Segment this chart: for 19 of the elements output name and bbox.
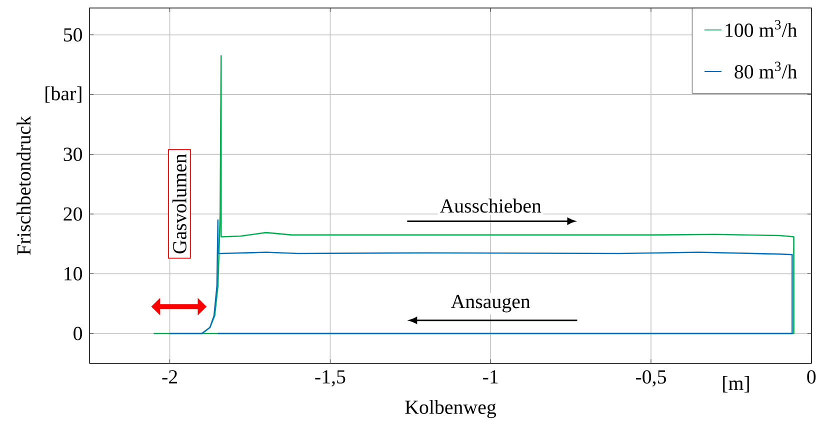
y-tick-label: 0: [74, 326, 82, 340]
annotation: Gasvolumen: [172, 154, 186, 254]
legend-label: 100 m$^{3}$/h: [726, 20, 797, 37]
annotation: Ansaugen: [450, 294, 530, 312]
y-tick-label: 50: [64, 28, 82, 42]
y-tick-label: 30: [64, 148, 82, 162]
y-tick-label: 10: [64, 267, 82, 280]
x-axis-title: Kolbenweg: [405, 400, 496, 418]
y-tick-label: [bar]: [46, 86, 82, 103]
x-tick-label: 0: [807, 370, 816, 384]
text: [m]: [723, 376, 749, 392]
annotation: Ausschieben: [440, 198, 542, 213]
x-tick-label: -2: [162, 370, 177, 384]
y-tick-label: 20: [64, 207, 82, 221]
x-tick-label: -1,5: [315, 370, 346, 386]
x-tick-label: -1: [483, 370, 498, 384]
legend-label: 80 m$^{3}$/h: [734, 62, 797, 79]
y-axis-title: Frischbetondruck: [16, 116, 31, 255]
x-tick-label: -0,5: [636, 370, 666, 386]
